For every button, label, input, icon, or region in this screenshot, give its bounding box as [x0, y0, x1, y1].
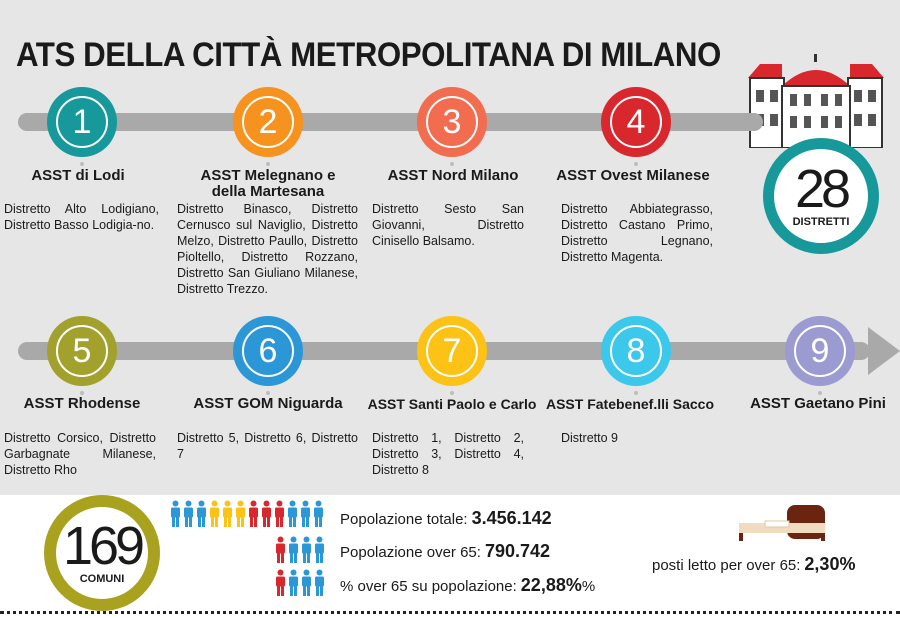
asst-districts-4: Distretto Abbiategrasso, Distretto Casta…: [561, 202, 713, 264]
connector-dot: [80, 391, 84, 395]
asst-circle-6: 6: [233, 316, 303, 386]
stat-percent-over65: % over 65 su popolazione: 22,88%%: [340, 575, 595, 596]
distretti-count: 28: [794, 159, 851, 219]
asst-circle-2: 2: [233, 87, 303, 157]
arrow-head-icon: [868, 327, 900, 375]
connector-dot: [266, 162, 270, 166]
bed-icon: [739, 505, 825, 541]
stat-suffix: %: [581, 578, 596, 595]
stat-posti-letto: posti letto per over 65: 2,30%: [652, 554, 855, 575]
posti-value: 2,30%: [804, 554, 856, 574]
stat-value: 3.456.142: [471, 508, 552, 528]
distretti-label: DISTRETTI: [792, 216, 850, 228]
connector-dot: [450, 162, 454, 166]
person-icon: [184, 500, 193, 527]
person-icon: [249, 500, 258, 527]
person-icon: [262, 500, 271, 527]
stat-popolazione-totale: Popolazione totale: 3.456.142: [340, 508, 552, 529]
connector-dot: [818, 391, 822, 395]
asst-circle-8: 8: [601, 316, 671, 386]
asst-name-1: ASST di Lodi: [31, 167, 125, 184]
person-icon: [197, 500, 206, 527]
asst-number: 1: [56, 96, 108, 148]
asst-districts-8: Distretto 9: [561, 431, 618, 445]
asst-number: 5: [56, 325, 108, 377]
person-icon: [275, 500, 284, 527]
asst-number: 9: [794, 325, 846, 377]
asst-number: 4: [610, 96, 662, 148]
person-icon: [223, 500, 232, 527]
asst-circle-3: 3: [417, 87, 487, 157]
asst-name-3: ASST Nord Milano: [387, 167, 519, 184]
asst-name-5: ASST Rhodense: [23, 395, 141, 412]
person-icon: [210, 500, 219, 527]
person-icon: [289, 569, 298, 596]
asst-circle-7: 7: [417, 316, 487, 386]
stat-value: 22,88%: [520, 575, 582, 595]
asst-districts-2: Distretto Binasco, Distretto Cernusco su…: [177, 202, 358, 296]
page-title: ATS DELLA CITTÀ METROPOLITANA DI MILANO: [16, 36, 721, 74]
person-icon: [171, 500, 180, 527]
stat-label: Popolazione over 65:: [340, 544, 481, 561]
connector-dot: [80, 162, 84, 166]
asst-districts-1: Distretto Alto Lodigiano, Distretto Bass…: [4, 202, 159, 232]
person-icon: [315, 536, 324, 563]
connector-dot: [634, 162, 638, 166]
asst-name-6: ASST GOM Niguarda: [193, 395, 343, 412]
person-icon: [301, 500, 310, 527]
person-icon: [276, 569, 285, 596]
stat-label: % over 65 su popolazione:: [340, 578, 517, 595]
asst-districts-7: Distretto 1, Distretto 2, Distretto 3, D…: [372, 431, 524, 477]
person-icon: [315, 569, 324, 596]
asst-name-2: ASST Melegnano e della Martesana: [200, 167, 336, 200]
connector-dot: [450, 391, 454, 395]
asst-number: 3: [426, 96, 478, 148]
distretti-badge: 28 DISTRETTI: [763, 138, 879, 254]
person-icon: [236, 500, 245, 527]
posti-label: posti letto per over 65:: [652, 557, 801, 574]
stat-value: 790.742: [484, 541, 551, 561]
connector-dot: [634, 391, 638, 395]
stat-popolazione-over65: Popolazione over 65: 790.742: [340, 541, 550, 562]
person-icon: [314, 500, 323, 527]
person-icon: [288, 500, 297, 527]
person-icon: [302, 536, 311, 563]
bottom-dotted-divider: [0, 611, 900, 614]
asst-name-7: ASST Santi Paolo e Carlo: [367, 396, 537, 412]
asst-circle-4: 4: [601, 87, 671, 157]
people-row-over65: [275, 536, 325, 564]
asst-circle-1: 1: [47, 87, 117, 157]
asst-name-4: ASST Ovest Milanese: [556, 167, 710, 184]
comuni-count: 169: [62, 516, 145, 576]
asst-districts-5: Distretto Corsico, Distretto Garbagnate …: [4, 431, 156, 477]
asst-name-8: ASST Fatebenef.lli Sacco: [545, 396, 715, 412]
people-row-total: [170, 500, 324, 528]
asst-number: 6: [242, 325, 294, 377]
person-icon: [289, 536, 298, 563]
building-illustration: [746, 52, 886, 148]
asst-circle-5: 5: [47, 316, 117, 386]
asst-districts-3: Distretto Sesto San Giovanni, Distretto …: [372, 202, 524, 248]
people-row-percent: [275, 569, 325, 597]
asst-name-9: ASST Gaetano Pini: [750, 395, 886, 412]
comuni-badge: 169 COMUNI: [44, 495, 160, 611]
timeline-track-top: [18, 113, 763, 131]
asst-districts-6: Distretto 5, Distretto 6, Distretto 7: [177, 431, 358, 461]
person-icon: [302, 569, 311, 596]
asst-number: 2: [242, 96, 294, 148]
person-icon: [276, 536, 285, 563]
asst-number: 8: [610, 325, 662, 377]
asst-circle-9: 9: [785, 316, 855, 386]
comuni-label: COMUNI: [79, 573, 125, 585]
stat-label: Popolazione totale:: [340, 511, 468, 528]
connector-dot: [266, 391, 270, 395]
asst-number: 7: [426, 325, 478, 377]
